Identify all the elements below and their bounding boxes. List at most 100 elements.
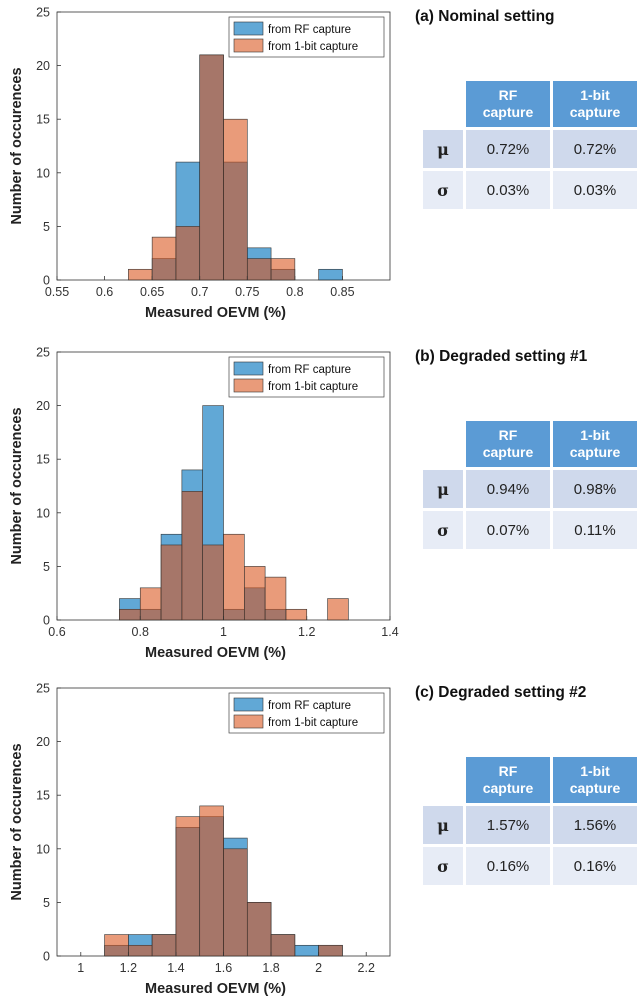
x-tick-label: 0.6 — [48, 625, 65, 639]
histogram-bar — [128, 944, 153, 957]
panel-title: (b) Degraded setting #1 — [415, 348, 588, 365]
header-rf-capture: RF capture — [466, 81, 550, 127]
histogram-bar — [223, 848, 248, 957]
mu-symbol: μ — [423, 806, 463, 844]
x-tick-label: 1.2 — [298, 625, 315, 639]
sigma-symbol: σ — [423, 511, 463, 549]
y-tick-label: 20 — [36, 59, 50, 73]
x-tick-label: 0.8 — [286, 285, 303, 299]
histogram-bar — [202, 544, 224, 621]
y-tick-label: 0 — [43, 950, 50, 964]
y-axis-label: Number of occurences — [9, 67, 25, 224]
sigma-1bit-value: 0.03% — [553, 171, 637, 209]
histogram-bar — [175, 816, 201, 957]
y-tick-label: 25 — [36, 6, 50, 20]
stats-table: RF capture 1-bit capture μ 0.72% 0.72% σ… — [420, 78, 640, 212]
sigma-symbol: σ — [423, 847, 463, 885]
sigma-rf-value: 0.07% — [466, 511, 550, 549]
histogram-bar — [151, 934, 177, 957]
histogram-bar — [104, 934, 129, 957]
panel-title: (a) Nominal setting — [415, 8, 555, 25]
legend-swatch — [233, 697, 264, 712]
histogram-bar — [199, 54, 224, 281]
histogram-chart: 1 1.2 1.4 1.6 1.8 2 2.2 0 5 10 15 20 25 Measured OEVM… — [9, 682, 391, 997]
chart-panel-degraded-2: 1 1.2 1.4 1.6 1.8 2 2.2 0 5 10 15 20 25 Measured OEVM… — [0, 676, 643, 1006]
histogram-bar — [246, 902, 272, 957]
stats-table: RF capture 1-bit capture μ 1.57% 1.56% σ… — [420, 754, 640, 888]
legend-label: from 1-bit capture — [268, 717, 358, 729]
mu-symbol: μ — [423, 470, 463, 508]
histogram-bar — [270, 258, 296, 281]
y-axis-label: Number of occurences — [9, 407, 25, 564]
x-axis-label: Measured OEVM (%) — [145, 981, 286, 997]
legend-swatch — [233, 38, 264, 53]
histogram-bar — [285, 608, 308, 621]
header-1bit-capture: 1-bit capture — [553, 81, 637, 127]
x-tick-label: 2 — [315, 961, 322, 975]
y-tick-label: 5 — [43, 560, 50, 574]
x-tick-label: 0.55 — [45, 285, 69, 299]
x-tick-label: 0.8 — [132, 625, 149, 639]
sigma-1bit-value: 0.11% — [553, 511, 637, 549]
y-tick-label: 10 — [36, 166, 50, 180]
x-tick-label: 0.75 — [235, 285, 259, 299]
legend-swatch — [233, 21, 264, 36]
mu-1bit-value: 0.98% — [553, 470, 637, 508]
mu-1bit-value: 0.72% — [553, 130, 637, 168]
y-tick-label: 20 — [36, 399, 50, 413]
y-tick-label: 25 — [36, 346, 50, 360]
histogram-bar — [294, 944, 319, 957]
chart-panel-nominal: 0.55 0.6 0.65 0.7 0.75 0.8 0.85 0 5 10 15 20 25 Measu… — [0, 0, 643, 330]
histogram-bar — [119, 608, 141, 621]
sigma-1bit-value: 0.16% — [553, 847, 637, 885]
histogram-bar — [199, 805, 224, 957]
histogram-bar — [139, 587, 162, 621]
y-tick-label: 15 — [36, 113, 50, 127]
legend-label: from 1-bit capture — [268, 41, 358, 53]
histogram-bar — [244, 566, 266, 621]
chart-panel-degraded-1: 0.6 0.8 1 1.2 1.4 0 5 10 15 20 25 Measured OEVM (%)… — [0, 340, 643, 670]
legend-label: from 1-bit capture — [268, 381, 358, 393]
panel-title: (c) Degraded setting #2 — [415, 684, 587, 701]
y-tick-label: 0 — [43, 614, 50, 628]
y-tick-label: 5 — [43, 896, 50, 910]
header-1bit-capture: 1-bit capture — [553, 421, 637, 467]
y-tick-label: 25 — [36, 682, 50, 696]
header-1bit-capture: 1-bit capture — [553, 757, 637, 803]
legend-swatch — [233, 378, 264, 393]
y-tick-label: 10 — [36, 842, 50, 856]
y-tick-label: 0 — [43, 274, 50, 288]
x-tick-label: 0.65 — [140, 285, 164, 299]
header-rf-capture: RF capture — [466, 757, 550, 803]
y-axis-label: Number of occurences — [9, 743, 25, 900]
histogram-bar — [318, 944, 343, 957]
x-axis-label: Measured OEVM (%) — [145, 305, 286, 321]
mu-symbol: μ — [423, 130, 463, 168]
y-tick-label: 5 — [43, 220, 50, 234]
x-tick-label: 1.4 — [381, 625, 398, 639]
x-tick-label: 1.6 — [215, 961, 232, 975]
histogram-bar — [318, 268, 343, 281]
legend-swatch — [233, 714, 264, 729]
sigma-rf-value: 0.03% — [466, 171, 550, 209]
legend-label: from RF capture — [268, 24, 351, 36]
x-tick-label: 1.8 — [262, 961, 279, 975]
x-tick-label: 1 — [77, 961, 84, 975]
histogram-bar — [160, 544, 183, 621]
x-tick-label: 1.4 — [167, 961, 184, 975]
histogram-bar — [270, 934, 296, 957]
histogram-bar — [128, 268, 153, 281]
stats-table: RF capture 1-bit capture μ 0.94% 0.98% σ… — [420, 418, 640, 552]
histogram-bar — [181, 491, 203, 621]
mu-1bit-value: 1.56% — [553, 806, 637, 844]
x-tick-label: 2.2 — [358, 961, 375, 975]
legend-label: from RF capture — [268, 700, 351, 712]
x-tick-label: 1.2 — [120, 961, 137, 975]
mu-rf-value: 1.57% — [466, 806, 550, 844]
y-tick-label: 15 — [36, 453, 50, 467]
x-axis-label: Measured OEVM (%) — [145, 645, 286, 661]
sigma-symbol: σ — [423, 171, 463, 209]
y-tick-label: 10 — [36, 506, 50, 520]
legend-label: from RF capture — [268, 364, 351, 376]
histogram-bar — [175, 226, 201, 281]
